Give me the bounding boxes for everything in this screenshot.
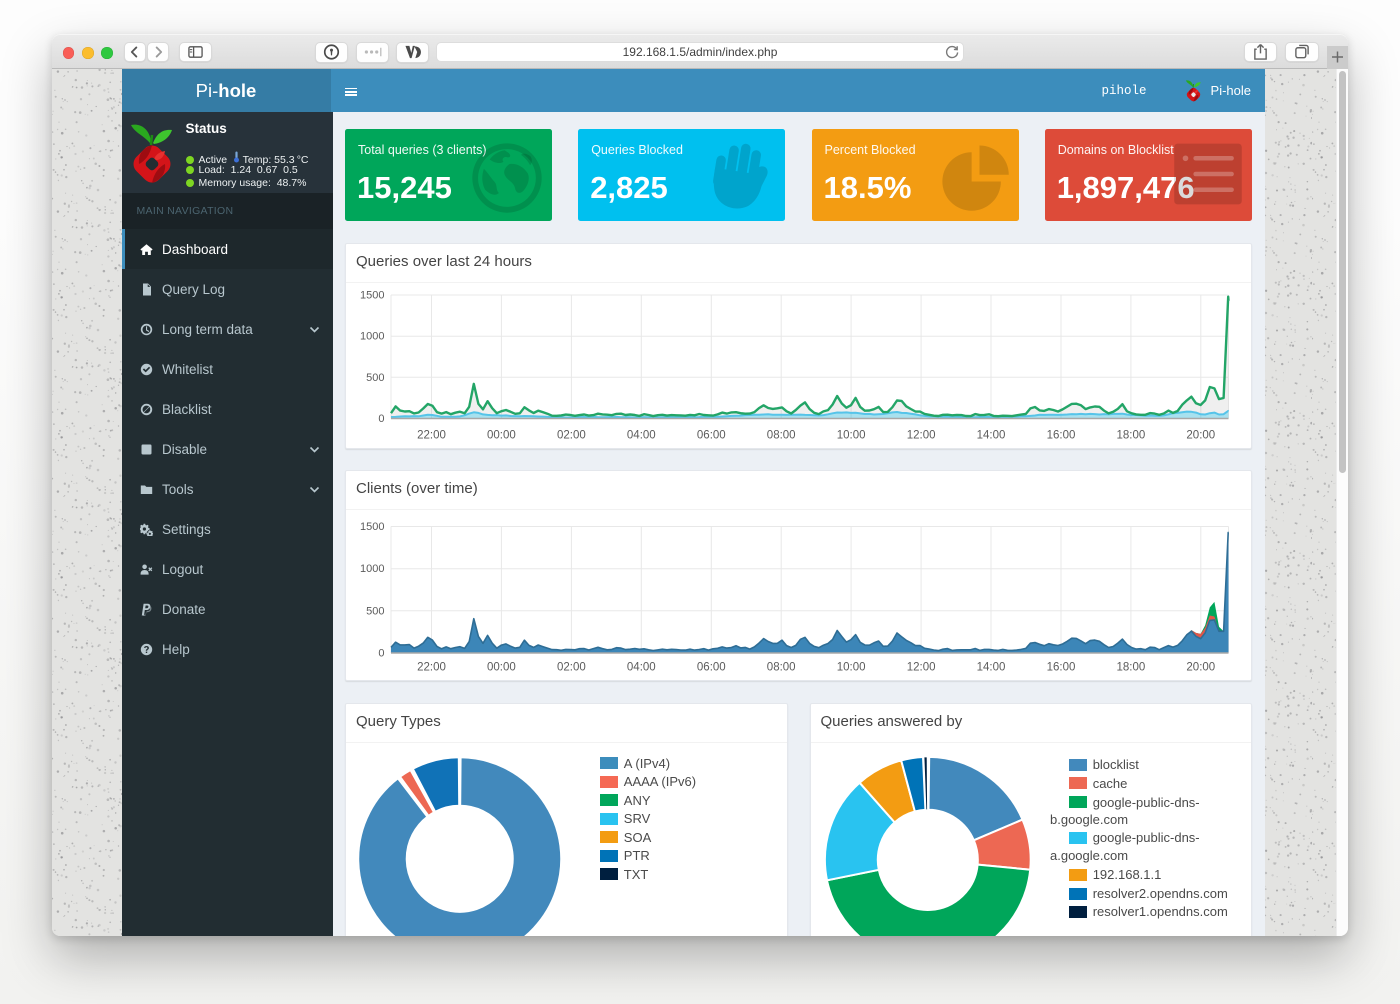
svg-text:0: 0 (378, 413, 384, 425)
svg-text:04:00: 04:00 (627, 662, 656, 674)
svg-text:16:00: 16:00 (1047, 662, 1076, 674)
svg-text:0: 0 (378, 648, 384, 660)
svg-text:02:00: 02:00 (557, 662, 586, 674)
svg-text:1500: 1500 (360, 521, 384, 533)
svg-text:12:00: 12:00 (907, 662, 936, 674)
svg-text:12:00: 12:00 (907, 430, 936, 442)
svg-text:10:00: 10:00 (837, 662, 866, 674)
svg-text:500: 500 (366, 372, 384, 384)
svg-text:1000: 1000 (360, 331, 384, 343)
svg-text:00:00: 00:00 (487, 430, 516, 442)
svg-text:14:00: 14:00 (977, 430, 1006, 442)
svg-text:500: 500 (366, 605, 384, 617)
svg-text:08:00: 08:00 (767, 662, 796, 674)
svg-text:00:00: 00:00 (487, 662, 516, 674)
svg-text:06:00: 06:00 (697, 430, 726, 442)
svg-text:14:00: 14:00 (977, 662, 1006, 674)
svg-text:02:00: 02:00 (557, 430, 586, 442)
svg-text:06:00: 06:00 (697, 662, 726, 674)
svg-text:20:00: 20:00 (1186, 430, 1215, 442)
svg-text:22:00: 22:00 (417, 662, 446, 674)
svg-text:18:00: 18:00 (1117, 430, 1146, 442)
svg-text:1500: 1500 (360, 290, 384, 302)
svg-text:10:00: 10:00 (837, 430, 866, 442)
svg-text:18:00: 18:00 (1117, 662, 1146, 674)
svg-text:08:00: 08:00 (767, 430, 796, 442)
svg-text:04:00: 04:00 (627, 430, 656, 442)
svg-text:22:00: 22:00 (417, 430, 446, 442)
svg-text:20:00: 20:00 (1186, 662, 1215, 674)
svg-text:1000: 1000 (360, 563, 384, 575)
svg-text:16:00: 16:00 (1047, 430, 1076, 442)
